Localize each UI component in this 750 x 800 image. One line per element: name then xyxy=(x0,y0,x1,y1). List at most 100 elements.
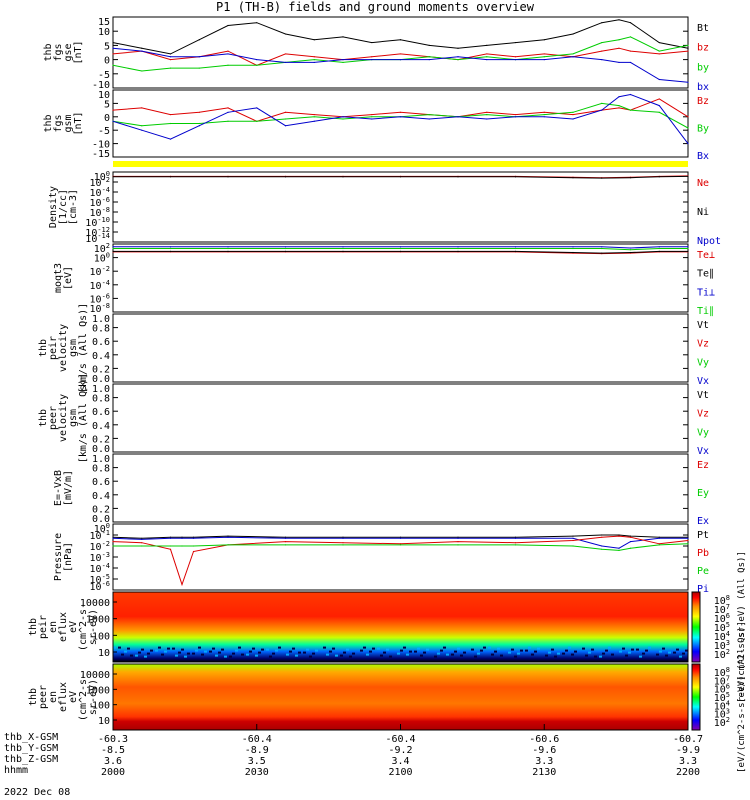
data-point xyxy=(601,536,603,538)
noise-pixel xyxy=(494,650,497,653)
y-tick-label: -10 xyxy=(92,80,110,91)
noise-pixel xyxy=(389,655,392,658)
data-point xyxy=(572,545,574,547)
data-point xyxy=(486,111,488,113)
y-axis-label: moqt3 xyxy=(53,263,64,293)
x-axis-value: -60.4 xyxy=(385,734,415,745)
data-point xyxy=(141,125,143,127)
data-point xyxy=(112,250,114,252)
data-point xyxy=(618,535,620,537)
noise-pixel xyxy=(150,649,153,652)
data-point xyxy=(687,250,689,252)
page-title: P1 (TH-B) fields and ground moments over… xyxy=(216,0,534,14)
noise-pixel xyxy=(682,652,685,655)
noise-pixel xyxy=(588,651,591,654)
y-tick-label: 107 xyxy=(714,603,730,616)
noise-pixel xyxy=(215,654,218,657)
data-point xyxy=(457,250,459,252)
noise-pixel xyxy=(463,651,466,654)
data-point xyxy=(618,549,620,552)
data-point xyxy=(572,53,574,55)
legend-item: bz xyxy=(697,43,709,54)
noise-pixel xyxy=(531,653,534,656)
data-point xyxy=(141,537,143,539)
data-point xyxy=(198,56,200,58)
data-point xyxy=(141,50,143,52)
data-point xyxy=(141,70,143,72)
data-point xyxy=(486,118,488,120)
y-axis-label: en xyxy=(48,691,59,703)
noise-pixel xyxy=(480,649,483,652)
data-point xyxy=(169,536,172,538)
data-point xyxy=(543,59,545,61)
data-point xyxy=(227,544,229,546)
y-tick-label: 10 xyxy=(98,648,110,659)
data-point xyxy=(687,543,689,545)
y-tick-label: 10-3 xyxy=(90,551,110,564)
y-axis-label: peer xyxy=(38,685,49,709)
data-point xyxy=(601,247,603,250)
y-tick-label: 1000 xyxy=(86,615,110,626)
y-axis-label: gsm xyxy=(68,339,79,357)
series-By xyxy=(112,102,689,129)
noise-pixel xyxy=(269,655,272,658)
x-axis-row-hhmm: hhmm xyxy=(4,765,58,776)
data-point xyxy=(181,537,183,539)
y-tick-label: 10-10 xyxy=(85,216,110,229)
y-axis-label: sr-eV) xyxy=(88,679,99,715)
noise-pixel xyxy=(278,646,281,649)
y-tick-label: 100 xyxy=(92,701,110,712)
x-axis-value: 3.6 xyxy=(104,756,122,767)
noise-pixel xyxy=(113,646,116,649)
panel-frame xyxy=(112,523,689,591)
data-point xyxy=(486,59,488,61)
y-tick-label: 102 xyxy=(94,242,110,255)
legend-item: Bt xyxy=(697,23,709,34)
y-tick-label: 1.0 xyxy=(92,384,110,395)
data-point xyxy=(342,536,344,538)
data-point xyxy=(618,547,620,549)
data-point xyxy=(284,33,287,35)
noise-pixel xyxy=(511,648,514,651)
x-axis-value: 3.4 xyxy=(391,756,409,767)
data-point xyxy=(371,118,373,120)
x-axis-value: 2000 xyxy=(101,767,125,778)
x-axis-value: 3.3 xyxy=(679,756,697,767)
data-point xyxy=(256,64,258,66)
data-point xyxy=(112,120,114,122)
data-point xyxy=(112,41,114,44)
noise-pixel xyxy=(517,652,520,655)
noise-pixel xyxy=(636,648,639,651)
data-point xyxy=(658,250,660,252)
data-point xyxy=(601,59,603,61)
noise-pixel xyxy=(252,647,255,650)
data-point xyxy=(618,96,620,98)
noise-pixel xyxy=(329,650,332,653)
noise-pixel xyxy=(235,649,238,652)
data-point xyxy=(169,56,172,58)
x-axis-row-y-gsm: thb_Y-GSM xyxy=(4,743,58,754)
colorbar-label: [eV/(cm^2-s-sr-eV) (All Qs)] xyxy=(737,621,747,773)
data-point xyxy=(399,246,402,248)
data-point xyxy=(112,109,114,111)
y-tick-label: 100 xyxy=(92,631,110,642)
data-point xyxy=(399,537,402,539)
noise-pixel xyxy=(238,646,241,649)
noise-pixel xyxy=(685,649,688,652)
y-tick-label: 1000 xyxy=(86,685,110,696)
y-axis-label: gsm xyxy=(68,409,79,427)
data-point xyxy=(428,56,430,58)
y-axis-label: (cm^2-s- xyxy=(78,603,89,651)
data-point xyxy=(227,107,229,109)
data-point xyxy=(284,250,287,252)
y-axis-label: eV xyxy=(68,621,79,633)
noise-pixel xyxy=(471,648,474,651)
data-point xyxy=(514,116,517,118)
data-point xyxy=(169,67,172,69)
data-point xyxy=(399,111,402,113)
noise-pixel xyxy=(386,648,389,651)
